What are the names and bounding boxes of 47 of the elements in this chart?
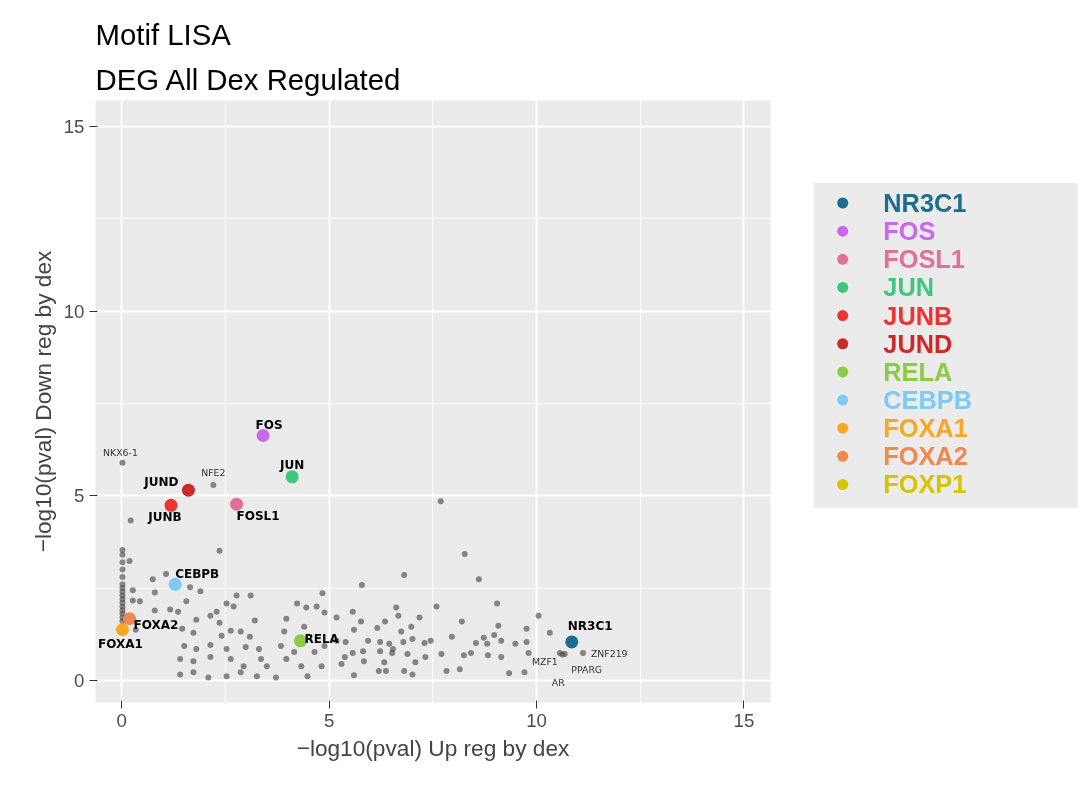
point — [256, 428, 270, 442]
text: NR3C1 — [567, 618, 613, 633]
annotation: AR — [551, 676, 566, 688]
legend-label: FOS — [883, 217, 936, 246]
legend-label: CEBPB — [883, 386, 972, 415]
annotation: NFE2 — [201, 467, 226, 479]
y-tick-label: 5 — [74, 485, 85, 507]
annotation: MZF1 — [532, 655, 558, 667]
point — [115, 623, 129, 637]
legend-label: FOXA2 — [883, 442, 968, 471]
y-tick-label: 0 — [74, 669, 85, 691]
x-tick-label: 10 — [526, 709, 547, 731]
chart-subtitle: DEG All Dex Regulated — [95, 62, 401, 96]
x-tick-label: 0 — [116, 709, 127, 731]
text: RELA — [304, 631, 339, 646]
point — [230, 497, 244, 511]
y-axis-title: −log10(pval) Down reg by dex — [29, 250, 56, 553]
y-tick-label: 10 — [63, 300, 85, 322]
x-tick-label: 5 — [323, 709, 335, 731]
point — [164, 498, 178, 512]
text: FOXA1 — [98, 636, 143, 651]
legend-label: FOSL1 — [883, 245, 965, 274]
legend-label: RELA — [883, 357, 953, 386]
text: FOXA2 — [133, 617, 179, 632]
chart-title: Motif LISA — [95, 17, 232, 51]
text: FOSL1 — [236, 509, 280, 524]
text: JUND — [144, 475, 179, 490]
x-tick-label: 15 — [733, 709, 755, 731]
legend-label: JUN — [883, 273, 934, 302]
y-tick-label: 15 — [63, 115, 85, 137]
legend-label: NR3C1 — [883, 189, 967, 217]
text: JUNB — [148, 510, 182, 525]
legend-label: FOXP1 — [883, 470, 967, 499]
legend-label: JUNB — [883, 301, 953, 330]
legend-label: JUND — [883, 329, 953, 358]
annotation: ZNF219 — [590, 647, 628, 659]
text: CEBPB — [175, 567, 220, 582]
text: JUN — [280, 457, 305, 472]
text: FOS — [255, 418, 283, 433]
annotation: PPARG — [571, 663, 603, 675]
legend-label: FOXA1 — [883, 414, 968, 443]
point — [181, 483, 195, 497]
point — [168, 577, 182, 591]
x-axis-title: −log10(pval) Up reg by dex — [296, 734, 570, 761]
point — [293, 634, 307, 648]
point — [565, 635, 579, 649]
annotation: NKX6-1 — [103, 447, 138, 459]
